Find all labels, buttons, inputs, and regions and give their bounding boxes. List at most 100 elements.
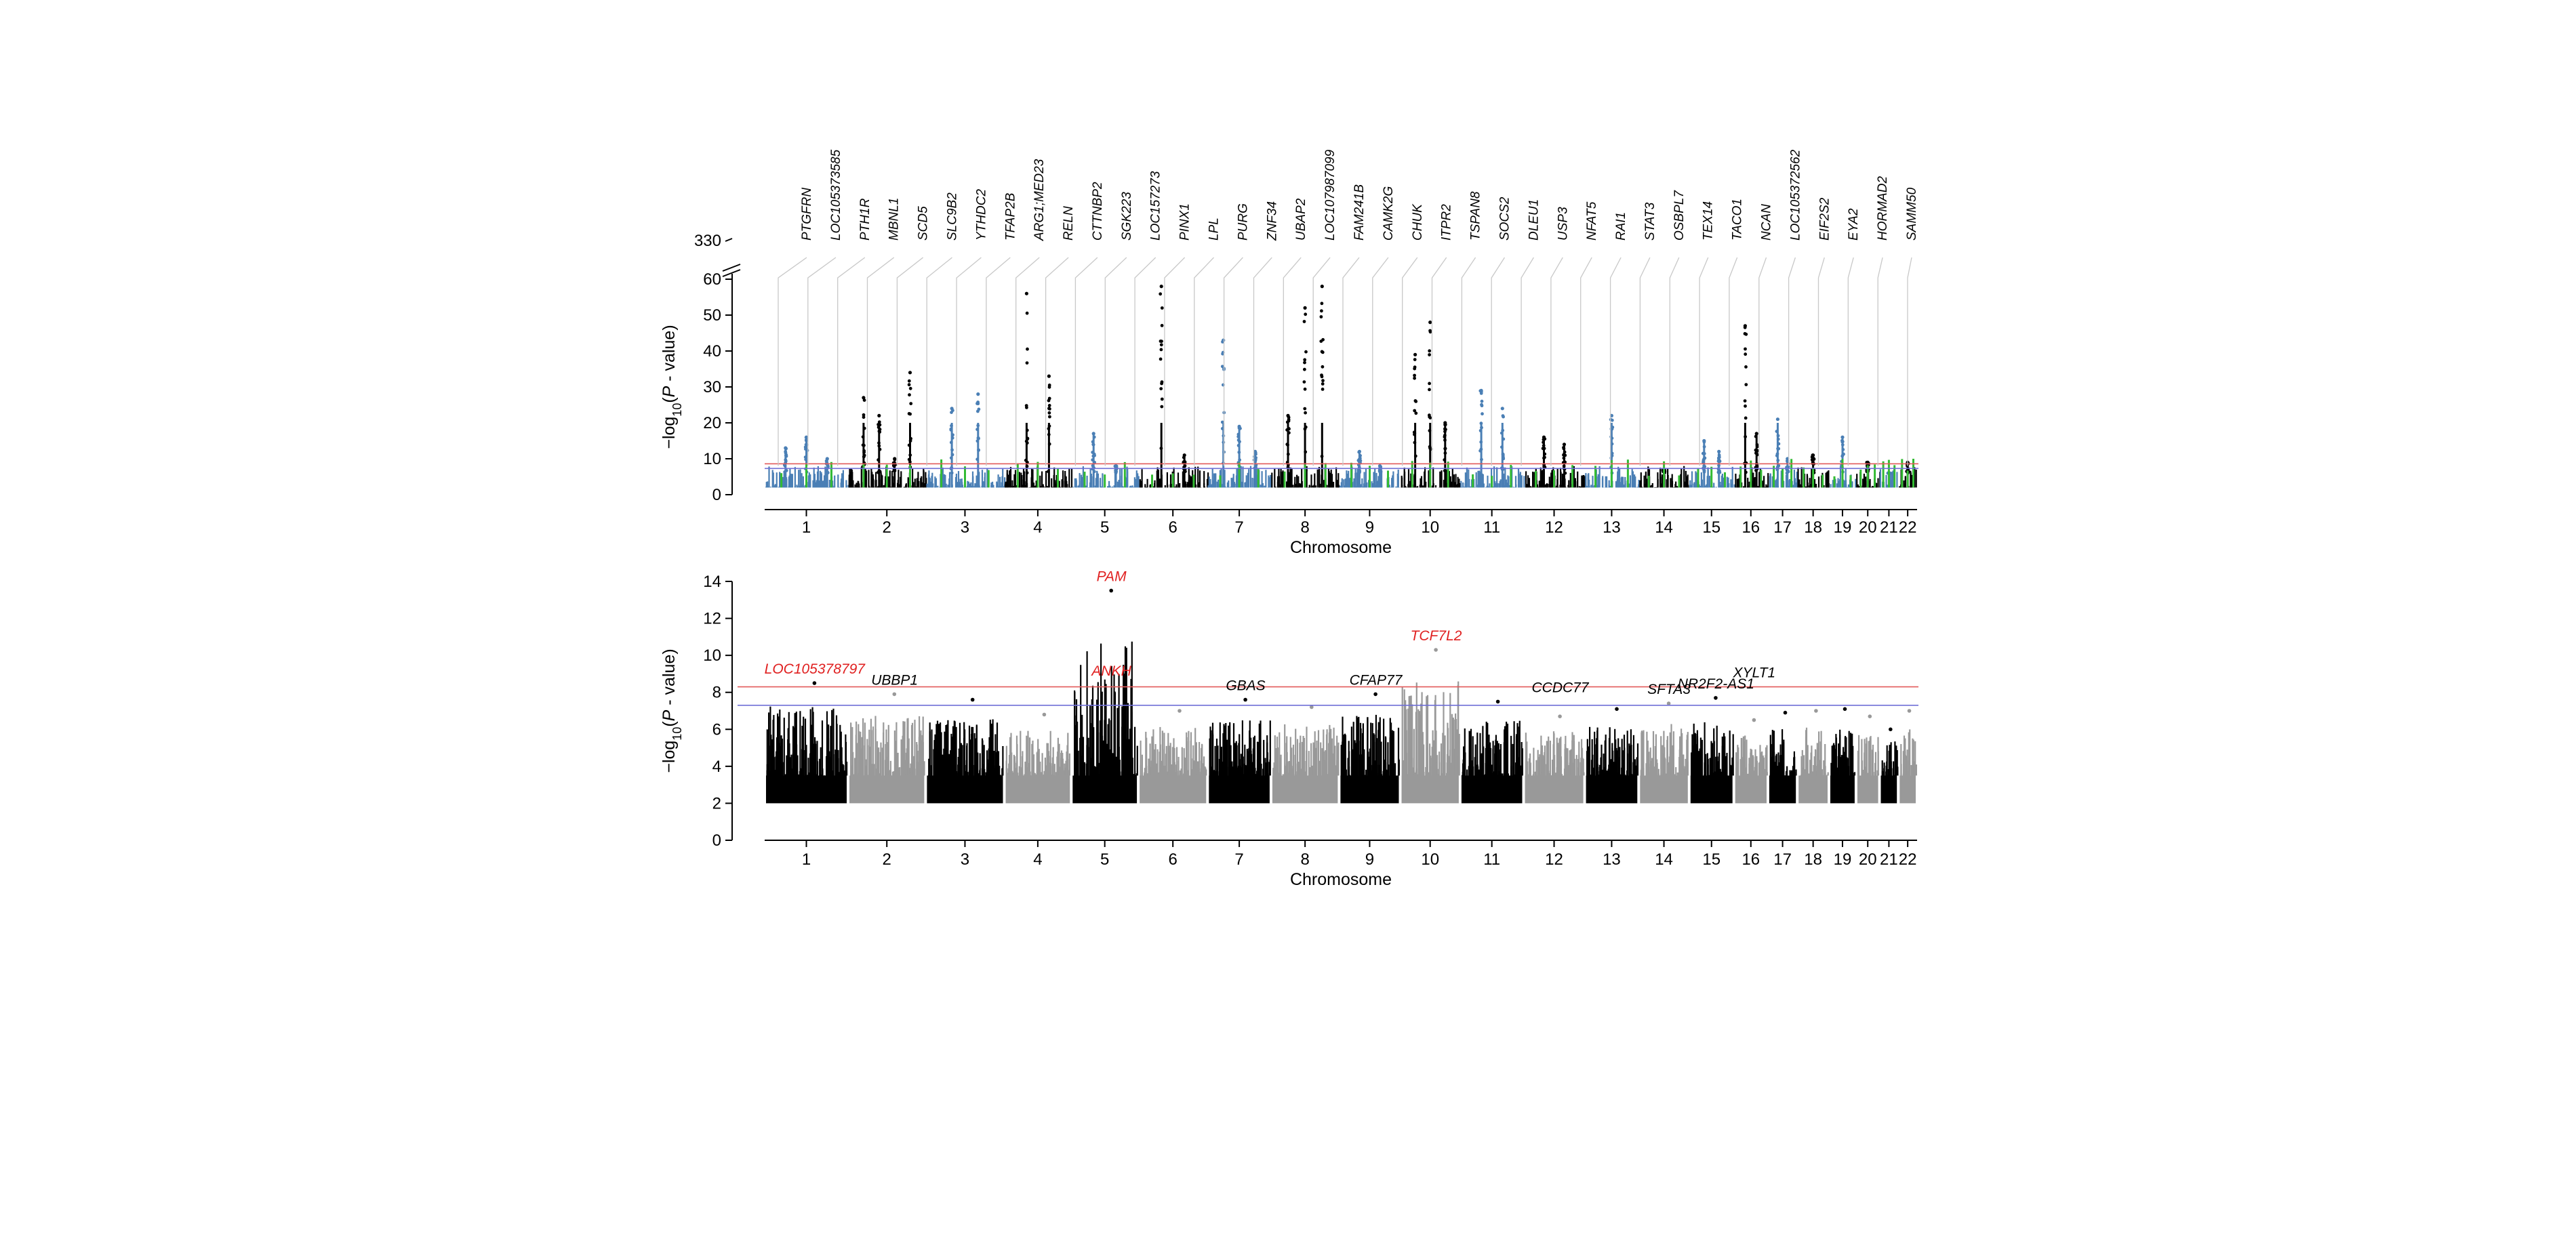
bottom-point xyxy=(832,708,834,776)
bottom-point xyxy=(990,723,992,776)
bottom-base-block xyxy=(1209,775,1270,804)
top-base-point xyxy=(1365,468,1367,488)
top-peak-point xyxy=(1413,376,1417,380)
bottom-point xyxy=(1237,766,1239,776)
top-axis-break-mark xyxy=(722,269,741,277)
bottom-point xyxy=(1423,744,1425,776)
top-base-point xyxy=(1807,482,1809,488)
bottom-point xyxy=(1312,763,1314,776)
top-base-point xyxy=(1333,482,1335,488)
top-peak-point xyxy=(1744,383,1748,386)
bottom-point xyxy=(1451,714,1453,776)
top-base-point xyxy=(1586,486,1588,488)
top-gene-label: MBNL1 xyxy=(887,198,902,241)
top-base-point xyxy=(1540,486,1542,488)
bottom-point xyxy=(1333,727,1335,776)
top-base-point xyxy=(1043,486,1045,488)
top-gene-connector xyxy=(1729,257,1738,466)
top-gene-label: CHUK xyxy=(1411,203,1425,241)
bottom-point xyxy=(1279,732,1281,776)
bottom-point xyxy=(787,739,789,776)
top-base-point xyxy=(776,472,778,488)
top-base-point xyxy=(1319,470,1321,488)
top-base-point xyxy=(1521,475,1523,488)
bottom-point xyxy=(1217,745,1219,776)
top-base-point xyxy=(1657,472,1659,488)
top-base-point xyxy=(883,485,885,488)
bottom-point xyxy=(966,745,968,776)
bottom-point xyxy=(1062,758,1064,776)
top-peak-point xyxy=(1744,332,1748,336)
top-base-point xyxy=(1799,484,1801,488)
top-peak-top-point xyxy=(1775,417,1779,421)
bottom-point xyxy=(1038,749,1040,776)
top-base-point xyxy=(1592,476,1594,488)
bottom-point xyxy=(1230,745,1232,776)
bottom-point xyxy=(1046,743,1048,776)
top-base-point xyxy=(1464,472,1466,488)
top-base-point xyxy=(816,471,819,488)
top-base-point xyxy=(1719,482,1721,488)
bottom-point xyxy=(1470,728,1472,776)
bottom-point xyxy=(1329,766,1331,776)
bottom-point xyxy=(1284,724,1286,776)
bottom-point xyxy=(1362,723,1364,776)
bottom-point xyxy=(1510,766,1512,776)
bottom-point xyxy=(1186,741,1188,776)
top-base-point xyxy=(1306,477,1308,488)
top-base-point xyxy=(1493,466,1495,488)
top-base-point xyxy=(1251,478,1253,488)
bottom-point xyxy=(1360,768,1363,776)
bottom-point xyxy=(1600,757,1602,776)
bottom-point xyxy=(1233,760,1235,776)
bottom-point xyxy=(1582,758,1584,776)
bottom-point xyxy=(1571,752,1573,776)
bottom-point xyxy=(1170,775,1172,776)
top-base-point xyxy=(1062,480,1064,488)
bottom-point xyxy=(1171,768,1173,776)
top-base-point xyxy=(1478,475,1481,488)
bottom-point xyxy=(1226,739,1228,776)
bottom-point xyxy=(1106,743,1108,776)
bottom-point xyxy=(1592,754,1594,776)
bottom-point xyxy=(1623,735,1626,776)
bottom-point xyxy=(1569,762,1571,776)
top-peak-point xyxy=(908,393,911,397)
top-chromosome-label: 21 xyxy=(1880,518,1898,537)
top-base-point xyxy=(1647,487,1649,488)
top-base-point xyxy=(1425,481,1427,488)
bottom-point xyxy=(1323,729,1325,776)
bottom-point xyxy=(1540,735,1542,776)
bottom-point xyxy=(1432,740,1434,776)
bottom-point xyxy=(770,735,772,776)
bottom-point xyxy=(1426,768,1428,776)
bottom-point xyxy=(993,751,995,776)
top-peak-top-point xyxy=(1159,285,1163,289)
bottom-point xyxy=(1102,740,1104,776)
top-base-point xyxy=(824,466,826,488)
bottom-point xyxy=(1612,769,1614,776)
bottom-point xyxy=(1236,745,1238,776)
bottom-point xyxy=(794,712,797,776)
top-base-point xyxy=(1086,476,1088,488)
bottom-point xyxy=(1161,730,1163,776)
top-base-point xyxy=(1539,484,1541,488)
top-base-point xyxy=(1845,469,1847,488)
top-base-point xyxy=(1765,487,1767,488)
top-base-point xyxy=(1862,478,1864,488)
top-chromosome-label: 16 xyxy=(1742,518,1760,537)
bottom-point xyxy=(1062,774,1064,776)
top-base-point xyxy=(875,472,877,488)
bottom-point xyxy=(1188,730,1190,776)
top-axis-break-tick xyxy=(725,238,733,242)
top-base-point xyxy=(809,474,811,488)
top-chromosome-label: 14 xyxy=(1655,518,1673,537)
top-base-point xyxy=(1012,486,1014,488)
bottom-point xyxy=(1040,772,1042,776)
top-chromosome-label: 20 xyxy=(1859,518,1877,537)
bottom-point xyxy=(973,733,975,776)
top-base-point xyxy=(967,480,969,488)
top-base-point xyxy=(1763,476,1765,488)
bottom-point xyxy=(992,719,994,776)
bottom-point xyxy=(1110,775,1112,776)
